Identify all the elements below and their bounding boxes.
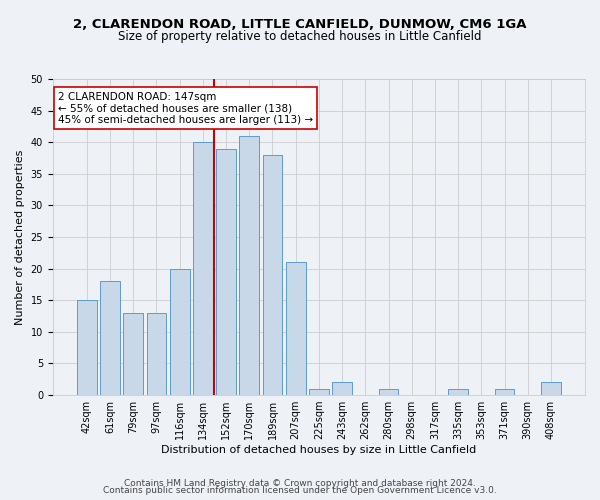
Y-axis label: Number of detached properties: Number of detached properties (15, 150, 25, 324)
Text: 2, CLARENDON ROAD, LITTLE CANFIELD, DUNMOW, CM6 1GA: 2, CLARENDON ROAD, LITTLE CANFIELD, DUNM… (73, 18, 527, 30)
Bar (100, 282, 120, 395)
Bar (77, 300, 97, 395)
Bar (124, 313, 143, 395)
Bar (146, 313, 166, 395)
Bar (309, 389, 329, 395)
Bar (170, 268, 190, 395)
Bar (263, 155, 283, 395)
Bar (286, 262, 305, 395)
Text: 2 CLARENDON ROAD: 147sqm
← 55% of detached houses are smaller (138)
45% of semi-: 2 CLARENDON ROAD: 147sqm ← 55% of detach… (58, 92, 313, 125)
Bar (332, 382, 352, 395)
Bar (216, 148, 236, 395)
Bar (193, 142, 213, 395)
Bar (494, 389, 514, 395)
X-axis label: Distribution of detached houses by size in Little Canfield: Distribution of detached houses by size … (161, 445, 476, 455)
Bar (239, 136, 259, 395)
Text: Contains public sector information licensed under the Open Government Licence v3: Contains public sector information licen… (103, 486, 497, 495)
Bar (379, 389, 398, 395)
Bar (448, 389, 468, 395)
Text: Size of property relative to detached houses in Little Canfield: Size of property relative to detached ho… (118, 30, 482, 43)
Bar (541, 382, 561, 395)
Text: Contains HM Land Registry data © Crown copyright and database right 2024.: Contains HM Land Registry data © Crown c… (124, 478, 476, 488)
